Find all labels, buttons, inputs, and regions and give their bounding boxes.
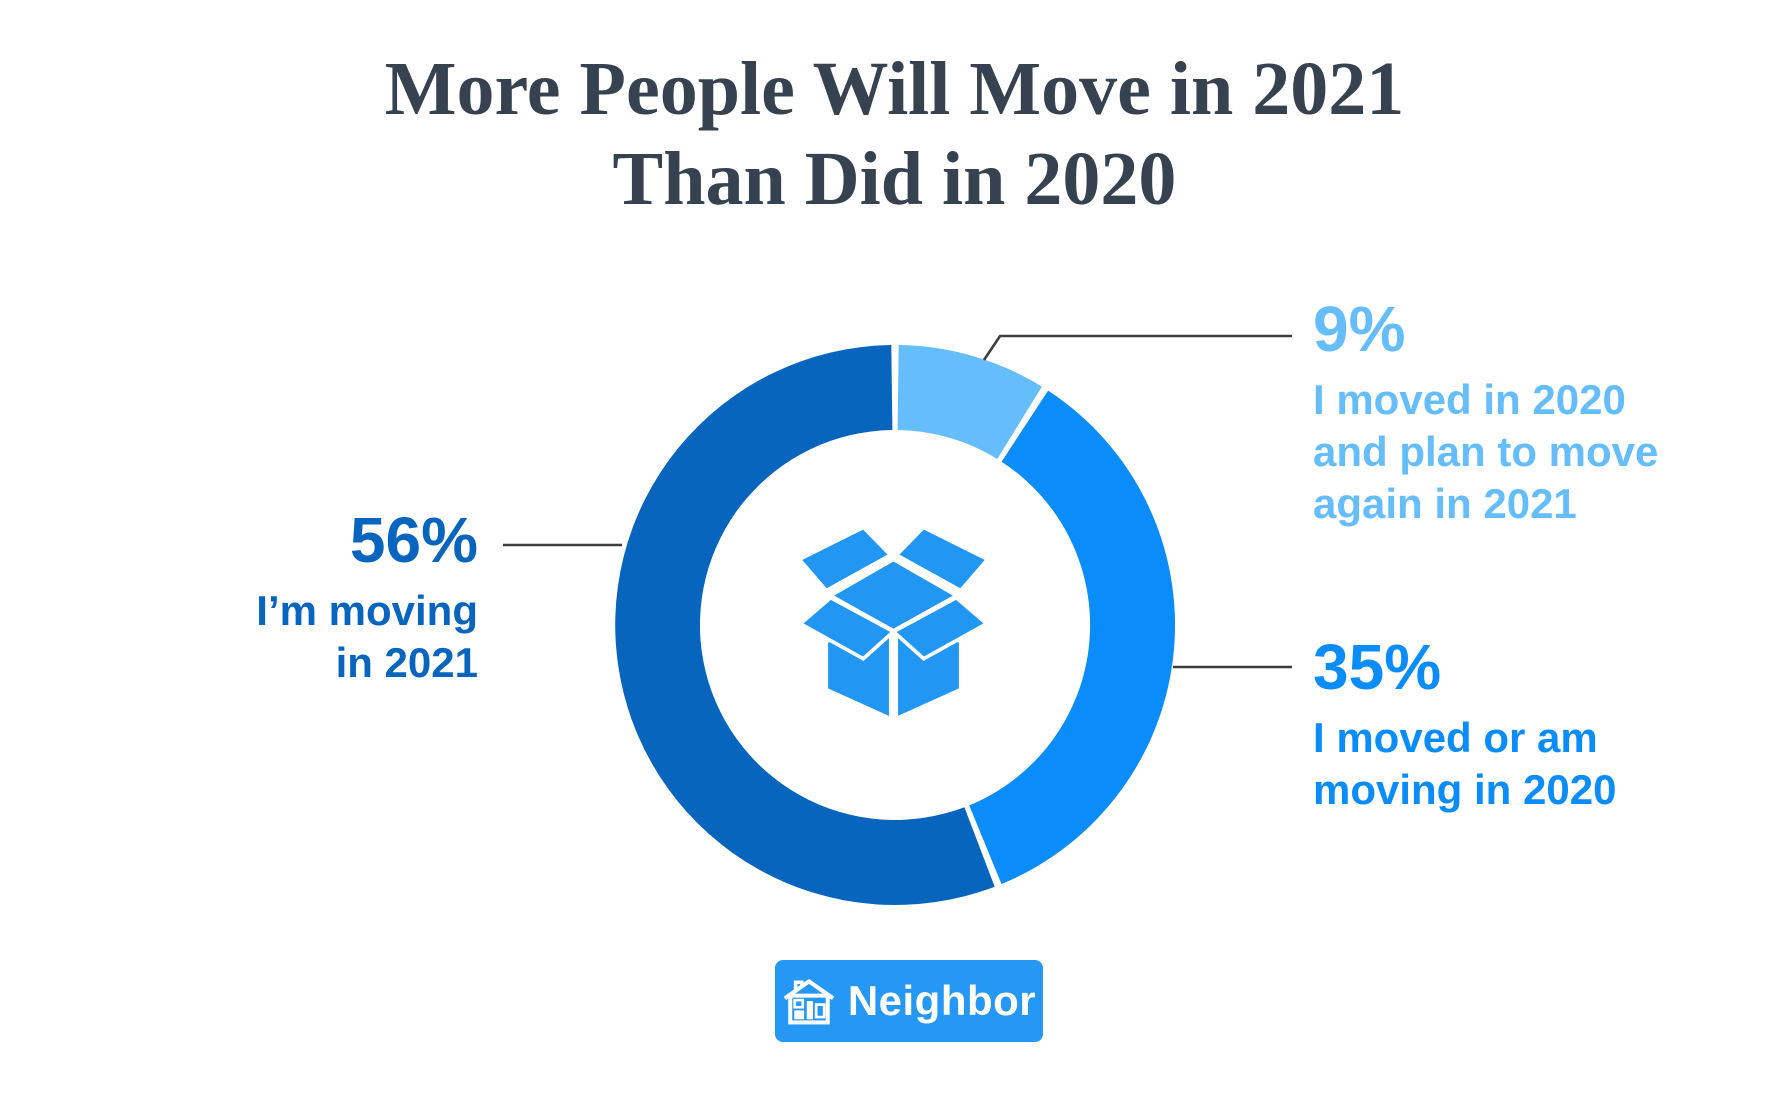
callout-9pct-line-3: again in 2021 — [1313, 480, 1577, 527]
neighbor-logo-button[interactable]: Neighbor — [775, 960, 1043, 1042]
callout-9pct: 9% I moved in 2020 and plan to move agai… — [1313, 292, 1658, 530]
donut-ring — [615, 345, 1176, 905]
donut-segment-moving-2021 — [615, 345, 995, 905]
callout-56pct-line-1: I’m moving — [256, 587, 478, 634]
callout-35pct-line-1: I moved or am — [1313, 714, 1598, 761]
callout-56pct-value: 56% — [349, 504, 478, 576]
open-box-icon — [796, 525, 991, 722]
box-upper-right-flap — [893, 525, 991, 593]
callout-56pct-line-2: in 2021 — [335, 639, 478, 686]
box-upper-left-flap — [796, 525, 894, 593]
callout-9pct-line-2: and plan to move — [1313, 428, 1659, 475]
callout-56pct: 56% I’m moving in 2021 — [200, 503, 478, 689]
callout-9pct-value: 9% — [1313, 293, 1406, 365]
donut-segment-moved-2020-and-moving-2021 — [897, 345, 1042, 459]
callout-9pct-line-1: I moved in 2020 — [1313, 376, 1626, 423]
callout-56pct-description: I’m moving in 2021 — [200, 585, 478, 689]
callout-line-9pct — [982, 334, 1292, 361]
callout-35pct: 35% I moved or am moving in 2020 — [1313, 630, 1616, 816]
neighbor-logo-text: Neighbor — [847, 977, 1037, 1024]
chart-title: More People Will Move in 2021 Than Did i… — [0, 44, 1789, 224]
callout-9pct-description: I moved in 2020 and plan to move again i… — [1313, 374, 1658, 530]
callout-35pct-description: I moved or am moving in 2020 — [1313, 712, 1616, 816]
neighbor-house-icon — [783, 978, 835, 1025]
callout-35pct-line-2: moving in 2020 — [1313, 766, 1617, 813]
title-line-1: More People Will Move in 2021 — [384, 47, 1405, 131]
title-line-2: Than Did in 2020 — [612, 137, 1177, 221]
donut-segment-moved-or-moving-2020 — [969, 390, 1176, 884]
box-front-right-flap — [890, 595, 990, 661]
callout-35pct-value: 35% — [1313, 631, 1442, 703]
